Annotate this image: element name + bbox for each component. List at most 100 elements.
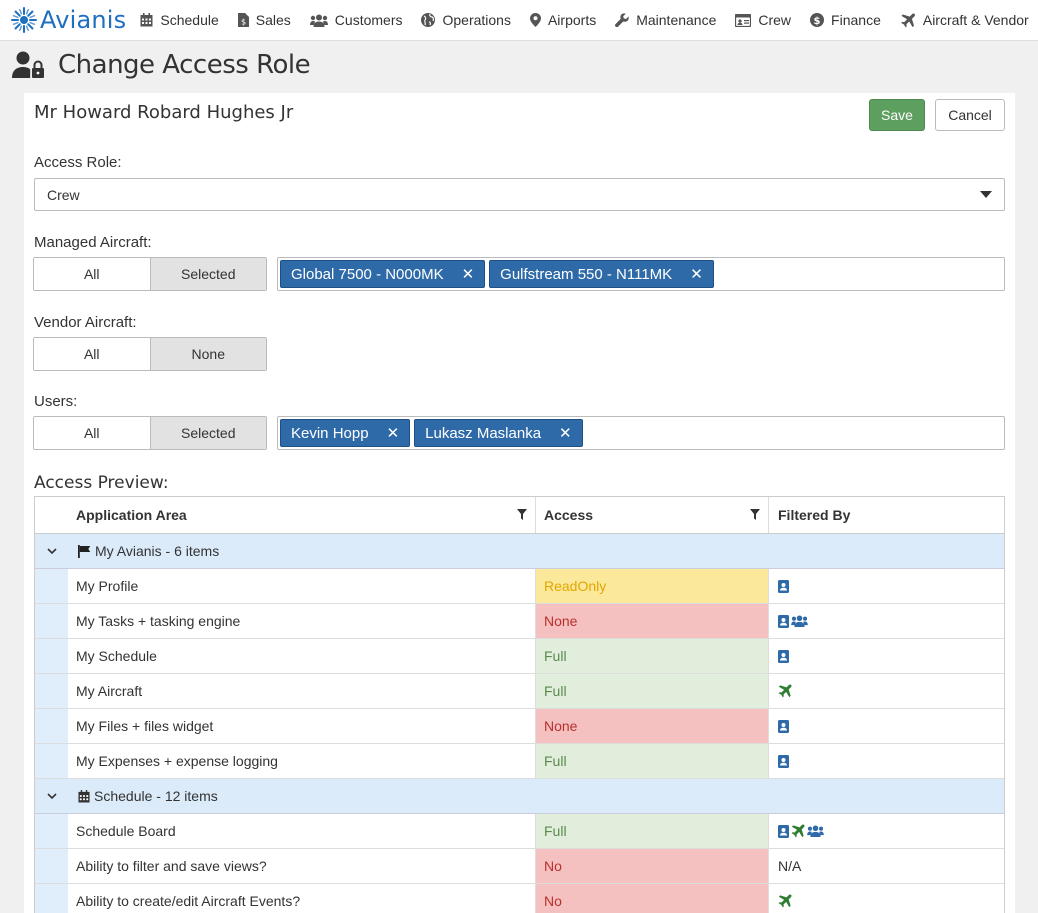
nav-item-crew[interactable]: Crew <box>735 12 791 28</box>
users-toggle: All Selected <box>33 416 267 450</box>
cell-filtered-by <box>769 674 1004 708</box>
managed-aircraft-all-button[interactable]: All <box>34 258 150 290</box>
user-tag-label: Lukasz Maslanka <box>425 424 542 442</box>
nav-item-sales[interactable]: $ Sales <box>237 12 291 28</box>
access-role-value: Crew <box>47 186 80 203</box>
file-dollar-icon: $ <box>237 13 249 27</box>
nav-label-crew: Crew <box>758 12 792 28</box>
column-header-access[interactable]: Access <box>536 497 769 533</box>
nav-item-maintenance[interactable]: Maintenance <box>615 12 716 28</box>
person-badge-icon <box>778 754 789 768</box>
nav-item-finance[interactable]: $ Finance <box>810 12 881 28</box>
remove-tag-icon[interactable]: ✕ <box>559 425 572 442</box>
nav-label-customers: Customers <box>334 12 403 28</box>
row-indent <box>35 674 68 708</box>
remove-tag-icon[interactable]: ✕ <box>386 425 400 442</box>
top-navigation: Avianis Schedule $ Sales Customers Opera… <box>0 0 1038 41</box>
access-role-label: Access Role: <box>34 154 122 171</box>
nav-label-aircraft-vendor: Aircraft & Vendor <box>922 12 1029 28</box>
vendor-aircraft-toggle: All None <box>33 337 267 371</box>
row-indent <box>35 604 68 638</box>
users-selected-button[interactable]: Selected <box>149 417 266 449</box>
cell-area: My Profile <box>68 569 536 603</box>
access-role-panel: Mr Howard Robard Hughes Jr Save Cancel A… <box>24 93 1015 913</box>
remove-tag-icon[interactable]: ✕ <box>690 266 703 283</box>
chevron-down-icon[interactable] <box>46 547 57 555</box>
nav-item-operations[interactable]: Operations <box>421 12 511 28</box>
users-icon <box>309 14 328 27</box>
vendor-aircraft-all-button[interactable]: All <box>34 338 150 370</box>
group-row-my-avianis[interactable]: My Avianis - 6 items <box>35 534 1004 569</box>
chevron-down-icon[interactable] <box>46 792 57 800</box>
person-badge-icon <box>778 719 789 733</box>
cell-area: My Tasks + tasking engine <box>68 604 536 638</box>
cell-access: Full <box>536 639 769 673</box>
users-all-button[interactable]: All <box>34 417 150 449</box>
cancel-button[interactable]: Cancel <box>935 99 1005 131</box>
cell-filtered-by <box>769 884 1004 913</box>
aircraft-tag-label: Global 7500 - N000MK <box>291 265 444 283</box>
column-header-filtered-by[interactable]: Filtered By <box>769 497 1004 533</box>
person-badge-icon <box>778 824 789 838</box>
users-tag-input[interactable]: Kevin Hopp ✕ Lukasz Maslanka ✕ <box>277 416 1005 450</box>
globe-icon <box>421 13 436 27</box>
cell-access: Full <box>536 674 769 708</box>
table-row: My Expenses + expense logging Full <box>35 744 1004 779</box>
group-label: Schedule - 12 items <box>94 788 218 804</box>
managed-aircraft-toggle: All Selected <box>33 257 267 291</box>
person-badge-icon <box>778 579 789 593</box>
cell-area: My Expenses + expense logging <box>68 744 536 778</box>
aircraft-tag: Gulfstream 550 - N111MK ✕ <box>489 260 714 288</box>
cell-access: ReadOnly <box>536 569 769 603</box>
table-row: Ability to filter and save views? No N/A <box>35 849 1004 884</box>
flag-icon <box>78 544 91 558</box>
person-name: Mr Howard Robard Hughes Jr <box>34 102 294 123</box>
cell-area: My Files + files widget <box>68 709 536 743</box>
id-card-icon <box>735 13 752 27</box>
nav-item-customers[interactable]: Customers <box>309 12 403 28</box>
user-lock-icon <box>12 51 44 78</box>
save-button[interactable]: Save <box>869 99 925 131</box>
user-tag-label: Kevin Hopp <box>291 424 369 442</box>
filter-icon[interactable] <box>750 509 760 520</box>
column-header-application-area[interactable]: Application Area <box>68 497 536 533</box>
access-role-select[interactable]: Crew <box>34 178 1005 211</box>
cell-filtered-by <box>769 639 1004 673</box>
cell-filtered-by: N/A <box>778 858 802 874</box>
remove-tag-icon[interactable]: ✕ <box>461 266 475 283</box>
aircraft-tag: Global 7500 - N000MK ✕ <box>280 260 486 288</box>
nav-item-airports[interactable]: Airports <box>529 12 596 28</box>
table-row: Ability to create/edit Aircraft Events? … <box>35 884 1004 913</box>
managed-aircraft-tag-input[interactable]: Global 7500 - N000MK ✕ Gulfstream 550 - … <box>277 257 1005 291</box>
nav-item-aircraft-vendor[interactable]: Aircraft & Vendor <box>900 12 1029 28</box>
cell-filtered-by <box>769 569 1004 603</box>
nav-label-operations: Operations <box>442 12 511 28</box>
filter-icon[interactable] <box>517 509 527 520</box>
user-tag: Lukasz Maslanka ✕ <box>414 419 583 447</box>
brand-logo[interactable]: Avianis <box>0 6 126 34</box>
chevron-down-icon <box>980 191 992 198</box>
nav-item-schedule[interactable]: Schedule <box>140 12 219 28</box>
users-icon <box>807 825 824 837</box>
calendar-icon <box>78 789 90 802</box>
aircraft-tag-label: Gulfstream 550 - N111MK <box>500 265 673 283</box>
table-row: My Tasks + tasking engine None <box>35 604 1004 639</box>
plane-icon <box>778 684 792 698</box>
person-badge-icon <box>778 614 789 628</box>
vendor-aircraft-none-button[interactable]: None <box>149 338 266 370</box>
group-row-schedule[interactable]: Schedule - 12 items <box>35 779 1004 814</box>
cell-access: No <box>536 849 769 883</box>
cell-access: No <box>536 884 769 913</box>
page-title: Change Access Role <box>58 50 311 80</box>
row-indent <box>35 884 68 913</box>
group-label: My Avianis - 6 items <box>95 543 220 559</box>
nav-label-schedule: Schedule <box>160 12 219 28</box>
table-row: My Aircraft Full <box>35 674 1004 709</box>
plane-icon <box>778 894 792 908</box>
column-header-label: Filtered By <box>778 507 851 523</box>
brand-name: Avianis <box>40 6 127 34</box>
access-preview-title: Access Preview: <box>34 473 169 493</box>
managed-aircraft-selected-button[interactable]: Selected <box>149 258 266 290</box>
cell-area: Ability to filter and save views? <box>68 849 536 883</box>
sun-logo-icon <box>11 7 37 33</box>
